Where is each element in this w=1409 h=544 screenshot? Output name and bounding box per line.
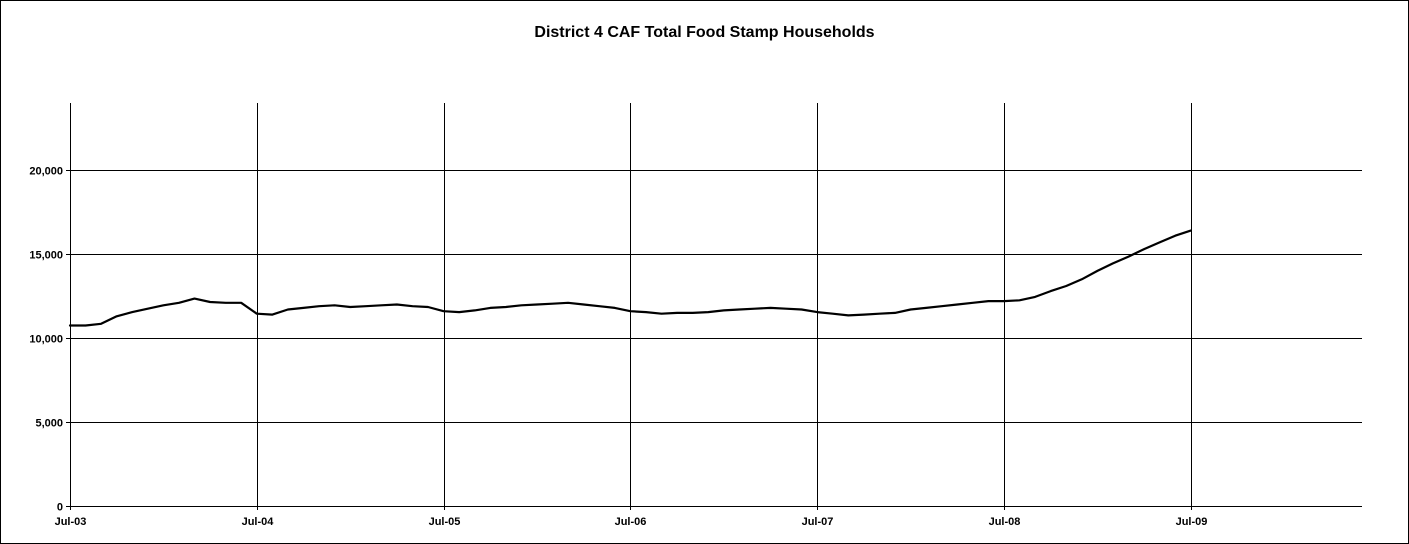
x-tick-label: Jul-05 (429, 516, 461, 528)
y-tick-label: 15,000 (29, 250, 63, 262)
chart-title: District 4 CAF Total Food Stamp Househol… (534, 24, 875, 41)
y-tick-label: 5,000 (35, 418, 63, 430)
x-tick-label: Jul-04 (242, 516, 275, 528)
x-tick-label: Jul-06 (615, 516, 647, 528)
series-layer (68, 229, 1192, 327)
x-tick-label: Jul-03 (55, 516, 87, 528)
x-tick-label: Jul-07 (802, 516, 834, 528)
y-tick-label: 10,000 (29, 334, 63, 346)
axes (66, 103, 1362, 510)
x-tick-label: Jul-08 (989, 516, 1021, 528)
gridlines (70, 103, 1362, 506)
x-tick-label: Jul-09 (1176, 516, 1208, 528)
series-line (68, 229, 1192, 327)
y-tick-label: 0 (57, 502, 63, 514)
y-tick-label: 20,000 (29, 166, 63, 178)
tick-labels: 0 5,000 10,000 15,000 20,000 Jul-03 Jul-04 Jul-… (29, 166, 1207, 529)
